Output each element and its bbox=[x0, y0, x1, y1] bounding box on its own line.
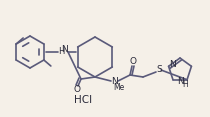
Text: O: O bbox=[74, 86, 80, 95]
Text: N: N bbox=[61, 45, 68, 54]
Text: HCl: HCl bbox=[74, 95, 92, 105]
Text: Me: Me bbox=[113, 82, 125, 91]
Text: H: H bbox=[58, 46, 64, 55]
Text: H: H bbox=[182, 80, 188, 89]
Text: N: N bbox=[177, 77, 183, 86]
Text: O: O bbox=[130, 57, 136, 66]
Text: S: S bbox=[156, 64, 162, 73]
Text: N: N bbox=[169, 60, 176, 69]
Text: N: N bbox=[111, 77, 117, 86]
